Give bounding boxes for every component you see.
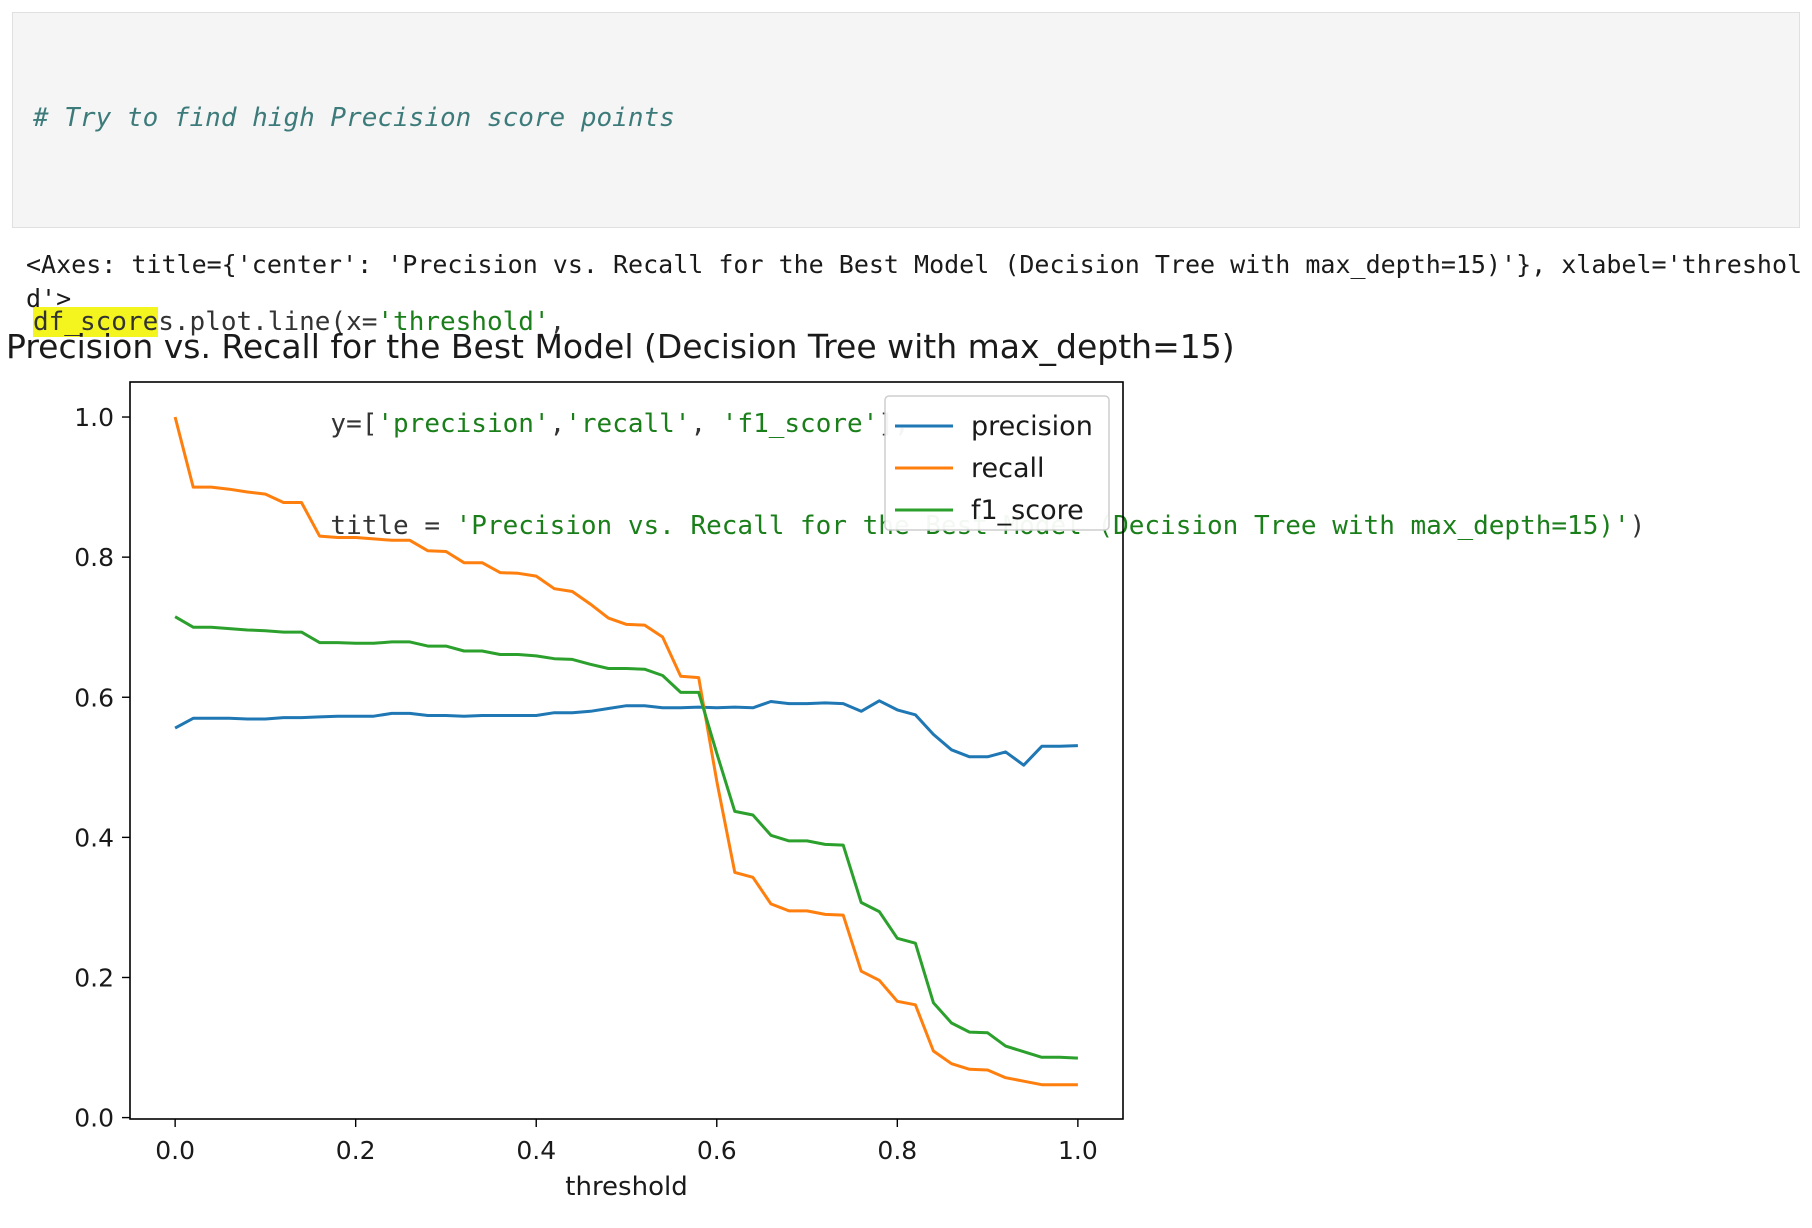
legend-box <box>884 395 1110 531</box>
y-tick-label: 0.2 <box>74 963 114 992</box>
code-cell[interactable]: # Try to find high Precision score point… <box>12 12 1800 541</box>
code-string: 'f1_score' <box>721 409 879 439</box>
code-text: , <box>549 409 566 439</box>
chart-title: Precision vs. Recall for the Best Model … <box>6 327 1235 366</box>
x-tick-label: 1.0 <box>1058 1136 1098 1165</box>
legend-label-recall: recall <box>971 453 1045 484</box>
x-tick-label: 0.0 <box>155 1136 195 1165</box>
code-string: 'threshold' <box>377 307 550 337</box>
x-tick-label: 0.8 <box>877 1136 917 1165</box>
code-comment: # Try to find high Precision score point… <box>33 103 675 133</box>
code-text: , <box>549 307 566 337</box>
series-line-recall <box>173 416 1078 1087</box>
x-axis-label: threshold <box>565 1172 687 1202</box>
plot-output: Precision vs. Recall for the Best Model … <box>0 322 1260 1227</box>
code-string: 'recall' <box>565 409 691 439</box>
y-tick-label: 0.0 <box>74 1104 114 1133</box>
code-string: 'precision' <box>377 409 550 439</box>
code-text: , <box>690 409 722 439</box>
y-tick-label: 0.4 <box>74 823 114 852</box>
line-chart: Precision vs. Recall for the Best Model … <box>6 327 1235 1202</box>
y-tick-label: 1.0 <box>74 403 114 432</box>
y-tick-label: 0.6 <box>74 683 114 712</box>
code-text: y=[ <box>330 409 378 439</box>
output-repr: <Axes: title={'center': 'Precision vs. R… <box>26 250 1803 313</box>
x-tick-label: 0.4 <box>516 1136 556 1165</box>
y-tick-label: 0.8 <box>74 543 114 572</box>
plot-frame <box>129 381 1124 1120</box>
x-tick-label: 0.6 <box>697 1136 737 1165</box>
legend-label-f1_score: f1_score <box>971 495 1084 526</box>
code-text: s.plot.line(x= <box>158 307 378 337</box>
x-tick-label: 0.2 <box>336 1136 376 1165</box>
code-text: ) <box>1629 511 1646 541</box>
search-highlight: df_score <box>33 307 159 337</box>
legend-label-precision: precision <box>971 411 1093 442</box>
series-line-f1_score <box>174 615 1078 1060</box>
series-line-precision <box>174 699 1078 767</box>
